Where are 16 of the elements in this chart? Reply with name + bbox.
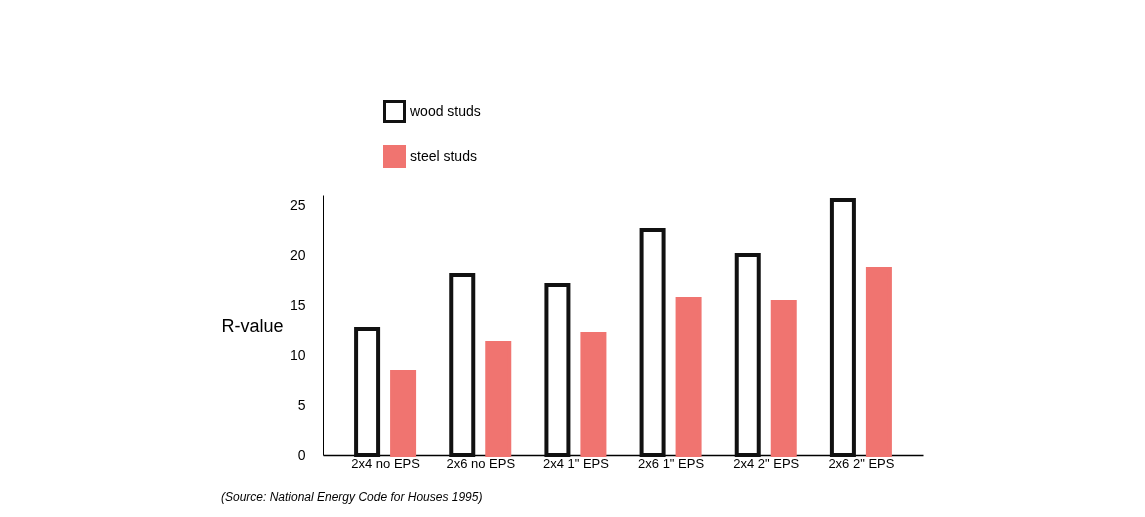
x-tick-label: 2x4 2" EPS: [733, 455, 800, 471]
x-tick-label: 2x6 2" EPS: [828, 455, 895, 471]
y-axis-title: R-value: [221, 315, 284, 336]
legend-label: steel studs: [410, 147, 477, 164]
y-tick-label: 20: [289, 246, 306, 263]
y-tick-label: 0: [297, 446, 306, 463]
x-tick-label: 2x6 1" EPS: [638, 455, 705, 471]
y-tick-label: 10: [289, 346, 306, 363]
y-tick-label: 25: [289, 196, 306, 213]
text: (Source: National Energy Code for Houses 1995): [220, 490, 483, 504]
x-tick-label: 2x6 no EPS: [446, 455, 516, 471]
legend-label: wood studs: [409, 102, 481, 119]
x-tick-label: 2x4 1" EPS: [542, 455, 610, 471]
y-tick-label: 15: [289, 296, 306, 313]
y-tick-label: 5: [297, 396, 306, 413]
x-tick-label: 2x4 no EPS: [351, 455, 421, 471]
